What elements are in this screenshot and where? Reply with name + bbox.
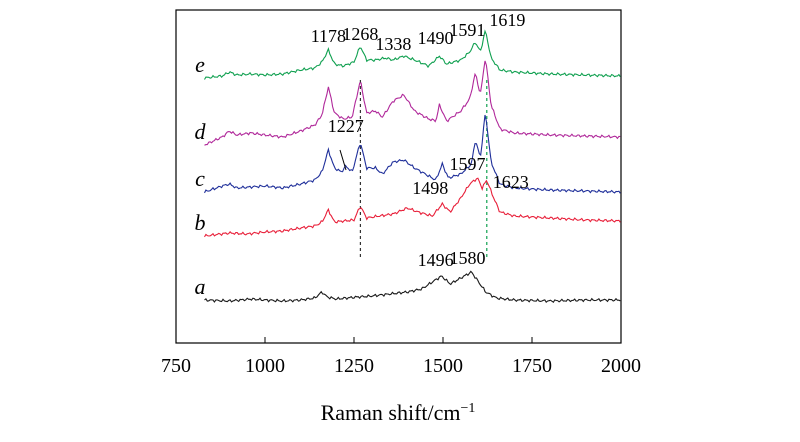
series-a-line [204, 270, 621, 304]
curve-label-b: b [195, 210, 206, 235]
x-tick-label-1750: 1750 [512, 355, 552, 377]
x-tick-label-1250: 1250 [334, 355, 374, 377]
x-tick-label-2000: 2000 [601, 355, 641, 377]
peak-label-1227: 1227 [328, 116, 364, 136]
spectra [204, 29, 621, 304]
peak-label-1619: 1619 [489, 10, 525, 30]
curve-label-e: e [195, 52, 205, 77]
curve-labels: a bcd e [195, 52, 207, 299]
peak-label-1496: 1496 [418, 250, 454, 270]
peak-label-1178: 1178 [311, 26, 346, 46]
reference-lines [359, 80, 488, 260]
peak-label-1338: 1338 [375, 34, 411, 54]
peak-label-1580: 1580 [449, 248, 485, 268]
curve-label-d: d [195, 119, 207, 144]
curve-label-c: c [195, 166, 205, 191]
series-b-line [204, 177, 621, 238]
x-tick-label-1000: 1000 [245, 355, 285, 377]
curve-label-a: a [195, 274, 206, 299]
x-axis-title: Raman shift/cm−1 [321, 400, 476, 425]
x-tick-label-750: 750 [161, 355, 191, 377]
peak-label-1597: 1597 [450, 154, 486, 174]
x-ticks: 750 1000 1250 1500 1750 2000 [161, 337, 641, 377]
peak-label-1268: 1268 [342, 24, 378, 44]
plot-frame [175, 9, 622, 344]
peak-label-1498: 1498 [412, 178, 448, 198]
peak-label-1490: 1490 [417, 28, 453, 48]
series-e-line [204, 29, 621, 80]
peak-label-1591: 1591 [449, 20, 485, 40]
x-tick-label-1500: 1500 [423, 355, 463, 377]
series-d-line [204, 60, 621, 146]
peak-label-1623: 1623 [493, 172, 529, 192]
peak-1227-pointer [339, 149, 347, 171]
series-c-line [204, 114, 621, 194]
